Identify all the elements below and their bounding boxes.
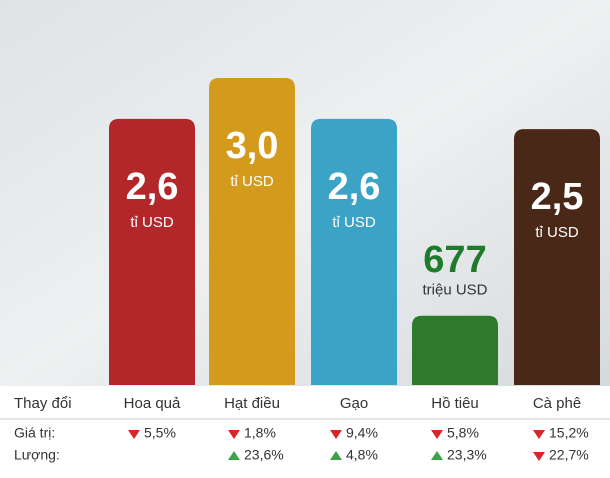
down-arrow	[533, 452, 545, 461]
bar	[109, 118, 195, 385]
table-area	[0, 386, 610, 478]
bar	[514, 129, 600, 385]
row-label: Giá trị:	[14, 425, 55, 441]
change-value: 5,5%	[144, 425, 176, 441]
value-unit: triệu USD	[422, 282, 487, 299]
value-label: 2,5	[531, 176, 584, 218]
up-arrow	[228, 451, 240, 460]
down-arrow	[330, 430, 342, 439]
change-value: 23,6%	[244, 447, 284, 463]
down-arrow	[431, 430, 443, 439]
change-value: 9,4%	[346, 425, 378, 441]
table-header: Thay đổi	[14, 395, 72, 412]
value-unit: tỉ USD	[130, 214, 174, 231]
change-value: 23,3%	[447, 447, 487, 463]
down-arrow	[533, 430, 545, 439]
bar	[209, 78, 295, 385]
value-unit: tỉ USD	[230, 173, 274, 190]
value-unit: tỉ USD	[535, 224, 579, 241]
category-label: Cà phê	[533, 395, 581, 412]
row-label: Lượng:	[14, 447, 60, 463]
change-value: 4,8%	[346, 447, 378, 463]
value-unit: tỉ USD	[332, 214, 376, 231]
category-label: Hoa quả	[124, 395, 181, 412]
background-photo	[0, 0, 610, 386]
change-value: 15,2%	[549, 425, 589, 441]
change-value: 22,7%	[549, 447, 589, 463]
change-value: 1,8%	[244, 425, 276, 441]
down-arrow	[128, 430, 140, 439]
category-label: Hồ tiêu	[431, 395, 479, 412]
value-label: 2,6	[126, 166, 179, 208]
value-label: 677	[423, 239, 486, 281]
down-arrow	[228, 430, 240, 439]
change-value: 5,8%	[447, 425, 479, 441]
up-arrow	[330, 451, 342, 460]
bar	[412, 315, 498, 385]
bar	[311, 118, 397, 385]
category-label: Gạo	[340, 395, 368, 412]
value-label: 3,0	[226, 125, 279, 167]
value-label: 2,6	[328, 166, 381, 208]
up-arrow	[431, 451, 443, 460]
category-label: Hạt điều	[224, 395, 280, 412]
